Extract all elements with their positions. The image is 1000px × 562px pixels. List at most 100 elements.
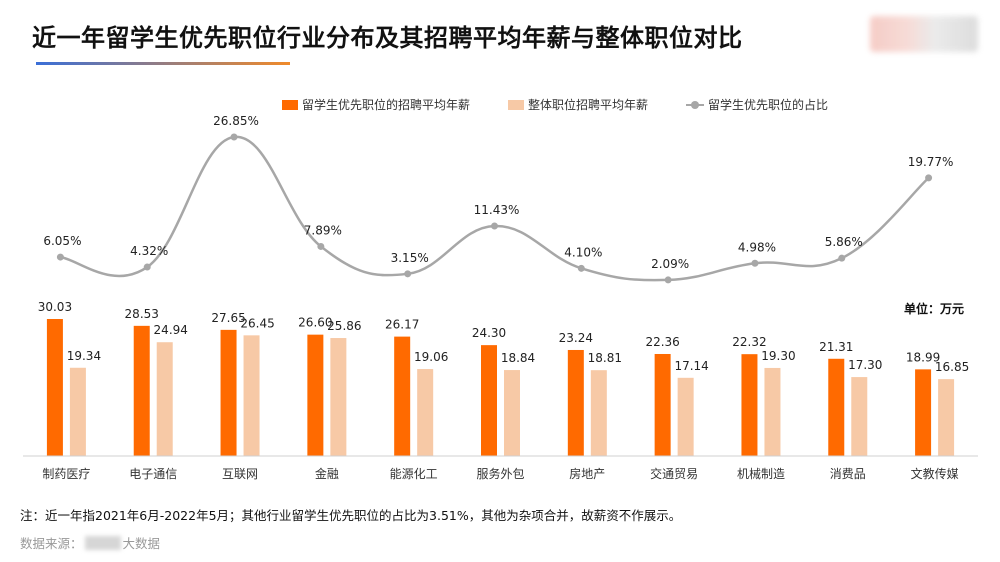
line-label-series-c: 7.89% [304,223,342,237]
line-point-series-c [925,174,933,182]
line-point-series-c [838,254,846,262]
bar-label-series-b: 19.34 [67,349,101,363]
bar-series-a [133,325,150,456]
blurred-logo [870,16,978,52]
line-point-series-c [404,270,412,278]
x-axis: 制药医疗 电子通信 互联网 金融 能源化工 服务外包 房地产 交通贸易 机械制造 消费品 文教传媒 [23,455,978,481]
bar-label-series-b: 19.30 [761,349,795,363]
legend-item-series-a: 留学生优先职位的招聘平均年薪 [282,96,470,113]
legend-swatch-series-a [282,99,298,110]
footnote: 注：近一年指2021年6月-2022年5月；其他行业留学生优先职位的占比为3.5… [20,508,682,523]
bar-series-a [915,369,932,456]
blurred-source-name [84,535,121,550]
line-point-series-c [143,263,151,271]
x-tick-label: 房地产 [569,466,605,481]
bar-label-series-b: 25.86 [327,319,361,333]
bar-series-b [504,370,520,456]
line-point-series-c [56,253,64,261]
bar-series-a [828,358,845,456]
bar-label-series-b: 24.94 [154,323,188,337]
line-point-series-c [664,276,672,284]
bar-series-b [764,367,781,456]
bar-label-series-b: 17.30 [848,358,882,372]
line-point-series-c [317,242,325,250]
bar-series-b [417,369,434,456]
source-suffix: 大数据 [122,536,161,551]
bar-series-b [677,377,694,456]
x-tick-label: 机械制造 [737,466,785,481]
x-tick-label: 能源化工 [390,467,438,481]
line-point-series-c [577,264,585,272]
bar-series-a [46,319,63,456]
bar-label-series-b: 18.81 [588,351,622,365]
bar-label-series-a: 22.32 [732,335,766,349]
line-layer: 6.05% 4.32% 26.85% 7.89% 3.15% 11.43% 4.10% 2.0… [43,114,954,284]
line-point-series-c [230,133,238,141]
bar-series-b [590,370,607,456]
bar-label-series-b: 16.85 [935,360,969,374]
legend-swatch-series-b [508,99,524,110]
bar-series-b [851,377,868,456]
legend-item-series-c: 留学生优先职位的占比 [686,96,828,113]
bar-series-a [481,345,497,456]
bar-series-a [567,349,584,456]
bar-label-series-b: 19.06 [414,350,448,364]
bar-label-series-b: 26.45 [240,316,274,330]
x-tick-label: 制药医疗 [42,467,90,481]
line-label-series-c: 6.05% [43,234,81,248]
bar-series-b [243,335,260,456]
bar-label-series-a: 18.99 [906,350,940,364]
x-tick-label: 消费品 [830,467,866,481]
x-tick-label: 互联网 [222,467,258,481]
title-underline [36,62,290,65]
bar-series-a [307,334,324,456]
legend-label-series-b: 整体职位招聘平均年薪 [528,98,649,112]
line-label-series-c: 4.10% [564,245,602,259]
line-label-series-c: 19.77% [908,155,954,169]
bar-series-b [938,379,955,456]
bar-series-a [654,353,671,456]
bar-label-series-a: 26.17 [385,318,419,332]
bar-label-series-a: 26.60 [298,316,332,330]
bar-label-series-a: 28.53 [125,307,159,321]
x-tick-label: 电子通信 [129,467,177,481]
line-label-series-c: 4.98% [738,240,776,254]
bar-series-b [156,342,173,456]
bar-label-series-a: 27.65 [211,311,245,325]
bar-series-a [741,354,758,456]
bar-label-series-a: 22.36 [645,335,679,349]
line-label-series-c: 26.85% [213,114,259,128]
bar-label-series-b: 17.14 [674,359,708,373]
line-point-series-c [491,222,498,230]
bar-series-b [330,338,347,456]
line-label-series-c: 4.32% [130,244,168,258]
chart-title: 近一年留学生优先职位行业分布及其招聘平均年薪与整体职位对比 [32,24,743,52]
legend-label-series-a: 留学生优先职位的招聘平均年薪 [302,98,471,112]
bar-label-series-a: 23.24 [559,331,593,345]
source-prefix: 数据来源： [20,536,83,551]
line-series-c [60,135,930,282]
x-tick-label: 服务外包 [476,466,524,481]
bar-label-series-a: 21.31 [819,340,853,354]
bar-series-a [394,336,411,456]
bar-series-a [220,329,237,456]
legend-item-series-b: 整体职位招聘平均年薪 [508,96,648,113]
bar-label-series-a: 30.03 [38,300,72,314]
x-tick-label: 文教传媒 [911,466,959,481]
line-label-series-c: 11.43% [474,203,520,217]
bar-label-series-a: 24.30 [472,326,506,340]
line-point-series-c [751,259,759,267]
line-label-series-c: 2.09% [651,257,689,271]
source-line: 数据来源： 大数据 [20,533,160,552]
legend-marker-series-c [686,100,704,109]
x-tick-label: 交通贸易 [650,466,698,481]
legend-label-series-c: 留学生优先职位的占比 [708,98,829,112]
unit-label: 单位：万元 [904,302,965,316]
x-tick-label: 金融 [315,466,339,481]
line-label-series-c: 3.15% [391,251,429,265]
line-label-series-c: 5.86% [825,235,863,249]
bar-label-series-b: 18.84 [501,351,535,365]
bar-series-b [69,367,86,456]
